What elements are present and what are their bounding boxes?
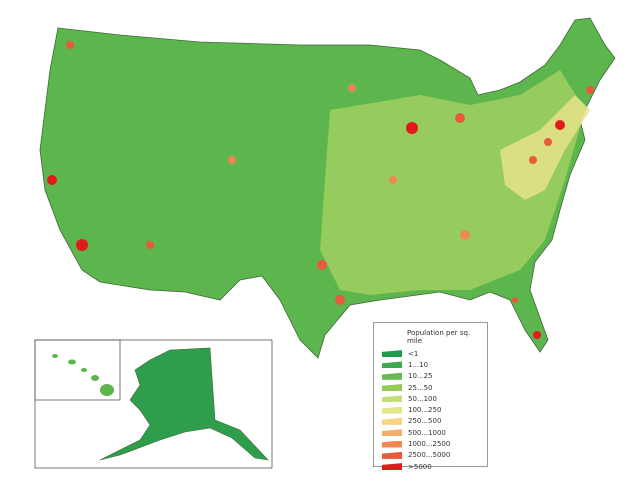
legend-swatch: [382, 350, 402, 358]
legend-label: 100...250: [408, 406, 442, 415]
legend-label: 500...1000: [408, 428, 446, 437]
city-tampa: [512, 297, 518, 303]
legend-swatch: [382, 384, 402, 392]
legend-label: 2500...5000: [408, 451, 451, 460]
legend-item: 100...250: [382, 404, 487, 415]
city-minneapolis: [348, 84, 356, 92]
legend-label: 1000...2500: [408, 440, 451, 449]
legend-swatch: [382, 451, 402, 459]
city-st-louis: [389, 176, 397, 184]
legend-swatch: [382, 440, 402, 448]
city-miami: [533, 331, 541, 339]
legend-swatch: [382, 395, 402, 403]
legend-item: 500...1000: [382, 427, 487, 438]
legend-item: 1000...2500: [382, 438, 487, 449]
city-philadelphia: [544, 138, 552, 146]
legend-item: 250...500: [382, 416, 487, 427]
legend-swatch: [382, 372, 402, 380]
legend-label: 1...10: [408, 360, 429, 369]
legend-swatch: [382, 361, 402, 369]
city-san-francisco: [47, 175, 57, 185]
city-washington: [529, 156, 537, 164]
legend-item: 10...25: [382, 371, 487, 382]
legend-label: 50...100: [408, 394, 437, 403]
legend-label: 250...500: [408, 417, 442, 426]
legend-label: >5000: [408, 462, 432, 471]
city-boston: [586, 86, 594, 94]
legend-swatch: [382, 463, 402, 471]
city-los-angeles: [76, 239, 88, 251]
eastern-denser-region: [320, 70, 585, 295]
hawaii-inset-frame: [34, 339, 121, 401]
legend-label: 10...25: [408, 372, 433, 381]
legend-swatch: [382, 417, 402, 425]
city-denver: [228, 156, 236, 164]
legend-item: 2500...5000: [382, 450, 487, 461]
legend-item: 25...50: [382, 382, 487, 393]
map-legend: Population per sq. mile <1 1...10 10...25 2…: [373, 322, 488, 471]
city-atlanta: [460, 230, 470, 240]
city-new-york: [555, 120, 565, 130]
city-seattle: [66, 41, 74, 49]
legend-swatch: [382, 429, 402, 437]
city-chicago: [406, 122, 418, 134]
east-coast-corridor: [500, 95, 590, 200]
hawaii: [52, 354, 114, 396]
legend-title: Population per sq. mile: [407, 329, 471, 345]
legend-item: >5000: [382, 461, 487, 472]
city-detroit: [455, 113, 465, 123]
legend-item: <1: [382, 348, 487, 359]
legend-label: 25...50: [408, 383, 433, 392]
legend-swatch: [382, 406, 402, 414]
city-dallas: [317, 260, 327, 270]
metro-areas: [47, 41, 594, 339]
city-phoenix: [146, 241, 154, 249]
legend-item: 1...10: [382, 359, 487, 370]
legend-item: 50...100: [382, 393, 487, 404]
alaska: [99, 347, 269, 461]
city-houston: [335, 295, 345, 305]
legend-label: <1: [408, 349, 419, 358]
